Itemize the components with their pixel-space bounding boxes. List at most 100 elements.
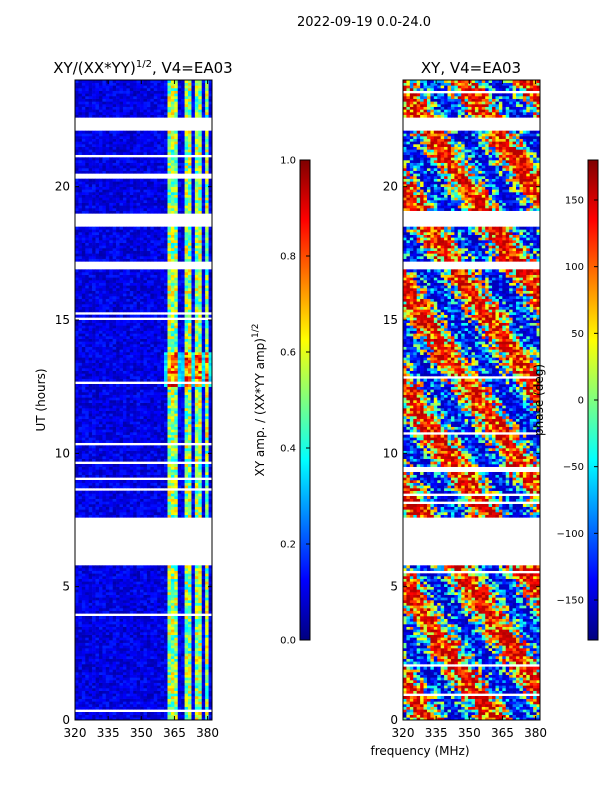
heat-cell (92, 453, 96, 457)
heat-cell (167, 362, 172, 366)
heat-cell (177, 672, 182, 675)
heat-cell (201, 440, 206, 443)
heat-cell (146, 352, 151, 355)
heat-cell (75, 645, 79, 649)
heat-cell (174, 405, 179, 409)
heat-cell (208, 568, 212, 571)
heat-cell (136, 650, 141, 654)
heat-cell (167, 357, 172, 361)
heat-cell (143, 410, 148, 414)
heat-cell (109, 706, 113, 710)
heat-cell (129, 653, 134, 657)
heat-cell (112, 584, 117, 587)
heat-cell (88, 597, 93, 601)
heat-cell (136, 413, 141, 417)
heat-cell (191, 346, 196, 350)
heat-cell (160, 376, 165, 379)
heat-cell (95, 578, 100, 582)
heat-cell (143, 365, 148, 369)
heat-cell (116, 616, 120, 619)
heat-cell (146, 330, 151, 334)
heat-cell (119, 349, 124, 353)
heat-cell (85, 608, 89, 611)
heat-cell (98, 482, 103, 486)
heat-cell (81, 376, 86, 379)
heat-cell (153, 474, 158, 478)
heat-cell (157, 504, 161, 507)
heat-cell (143, 584, 148, 587)
heat-cell (81, 680, 86, 683)
heat-cell (116, 640, 120, 643)
heat-cell (78, 405, 83, 409)
heat-cell (102, 656, 107, 659)
heat-cell (122, 701, 127, 705)
heat-cell (85, 682, 89, 686)
heat-cell (157, 570, 161, 574)
heat-cell (201, 680, 206, 683)
heat-cell (122, 650, 127, 654)
heat-cell (85, 362, 89, 366)
heat-cell (191, 621, 196, 625)
heat-cell (109, 458, 113, 462)
heat-cell (102, 493, 107, 497)
heat-cell (119, 632, 124, 635)
heat-cell (75, 384, 79, 387)
heat-cell (170, 333, 175, 337)
heat-cell (181, 514, 185, 518)
heat-cell (129, 648, 134, 651)
heat-cell (208, 600, 212, 603)
heat-cell (140, 568, 144, 571)
heat-cell (112, 421, 117, 425)
heat-cell (109, 704, 113, 707)
heat-cell (191, 512, 196, 515)
heat-cell (157, 645, 161, 649)
heat-cell (191, 602, 196, 606)
heat-cell (119, 624, 124, 627)
heat-cell (81, 472, 86, 475)
heat-cell (102, 688, 107, 691)
heat-cell (198, 325, 203, 329)
heat-cell (126, 640, 131, 643)
heat-cell (188, 418, 192, 422)
heat-cell (75, 424, 79, 427)
heat-cell (205, 362, 209, 366)
heat-cell (85, 669, 89, 673)
heat-cell (102, 328, 107, 331)
heat-cell (75, 693, 79, 697)
heat-cell (160, 373, 165, 377)
heat-cell (191, 586, 196, 590)
heat-cell (126, 680, 131, 683)
heat-cell (126, 482, 131, 486)
heat-cell (112, 469, 117, 473)
heat-cell (140, 450, 144, 454)
heat-cell (75, 458, 79, 462)
heat-cell (126, 408, 131, 411)
heat-cell (126, 509, 131, 513)
heat-cell (129, 392, 134, 395)
heat-cell (95, 466, 100, 470)
heat-cell (109, 325, 113, 329)
heat-cell (146, 458, 151, 462)
heat-cell (191, 413, 196, 417)
heat-cell (194, 653, 199, 657)
heat-cell (92, 418, 96, 422)
heat-cell (160, 426, 165, 430)
heat-cell (105, 405, 110, 409)
heat-cell (160, 650, 165, 654)
heat-cell (116, 618, 120, 622)
heat-cell (129, 576, 134, 579)
heat-cell (181, 656, 185, 659)
heat-cell (160, 504, 165, 507)
heat-cell (126, 693, 131, 697)
heat-cell (98, 352, 103, 355)
heat-cell (194, 621, 199, 625)
heat-cell (102, 362, 107, 366)
heat-cell (198, 378, 203, 382)
heat-cell (201, 466, 206, 470)
heat-cell (78, 680, 83, 683)
heat-cell (92, 714, 96, 718)
heat-cell (140, 373, 144, 377)
heat-cell (116, 405, 120, 409)
heat-cell (205, 650, 209, 654)
heat-cell (78, 432, 83, 435)
